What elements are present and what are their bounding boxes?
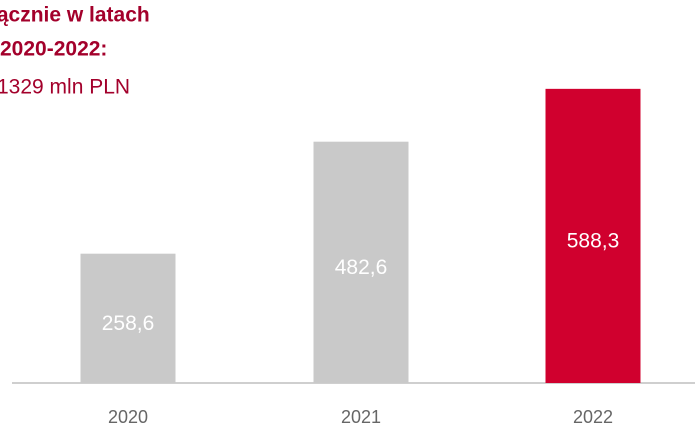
value-label: 482,6 bbox=[335, 256, 388, 279]
x-tick-label: 2020 bbox=[108, 407, 148, 427]
chart-title: łącznie w latach bbox=[0, 4, 150, 27]
chart-subtitle: 1329 mln PLN bbox=[0, 76, 130, 99]
chart-title: 2020-2022: bbox=[0, 38, 107, 61]
value-label: 588,3 bbox=[567, 229, 620, 252]
bar bbox=[80, 253, 176, 383]
x-tick-label: 2021 bbox=[341, 407, 381, 427]
x-tick-label: 2022 bbox=[573, 407, 613, 427]
value-label: 258,6 bbox=[102, 312, 155, 335]
bar bbox=[313, 141, 409, 383]
bar bbox=[545, 88, 641, 383]
